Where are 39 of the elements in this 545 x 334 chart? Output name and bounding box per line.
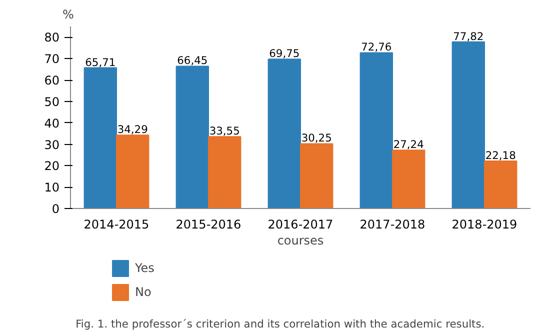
bar bbox=[116, 134, 150, 208]
data-label: 77,82 bbox=[453, 30, 484, 43]
bar bbox=[176, 66, 209, 208]
bar bbox=[300, 143, 334, 208]
y-tick-label: 80 bbox=[44, 30, 60, 45]
bar bbox=[360, 52, 393, 208]
legend-label: Yes bbox=[135, 261, 155, 275]
data-label: 30,25 bbox=[301, 132, 332, 145]
y-axis-title: % bbox=[62, 8, 74, 22]
bar bbox=[452, 41, 485, 208]
data-label: 65,71 bbox=[85, 56, 116, 69]
x-tick-label: 2016-2017 bbox=[268, 218, 334, 232]
data-label: 34,29 bbox=[117, 123, 148, 136]
caption: Fig. 1. the professor´s criterion and its correlation with the academic results. bbox=[76, 318, 485, 330]
bar bbox=[208, 136, 242, 208]
y-tick-label: 20 bbox=[44, 159, 60, 174]
x-tick-label: 2014-2015 bbox=[84, 218, 150, 232]
y-tick-label: 60 bbox=[44, 74, 60, 88]
data-label: 33,55 bbox=[209, 124, 240, 138]
x-tick-label: 2015-2016 bbox=[176, 218, 242, 232]
data-label: 27,24 bbox=[393, 138, 424, 152]
x-tick-label: 2018-2019 bbox=[452, 218, 518, 232]
data-label: 72,76 bbox=[361, 40, 392, 54]
x-axis-title: courses bbox=[277, 234, 324, 248]
x-tick-label: 2017-2018 bbox=[360, 218, 426, 232]
y-tick-label: 70 bbox=[44, 52, 60, 66]
data-label: 22,18 bbox=[485, 149, 516, 162]
y-tick-label: 0 bbox=[52, 202, 60, 216]
data-label: 69,75 bbox=[269, 47, 300, 60]
bar bbox=[84, 67, 117, 208]
legend-label: No bbox=[135, 285, 152, 299]
bar bbox=[392, 150, 426, 208]
y-tick-label: 40 bbox=[44, 116, 60, 130]
bar bbox=[268, 58, 301, 208]
y-tick-label: 10 bbox=[44, 180, 60, 195]
y-tick-label: 30 bbox=[44, 138, 60, 152]
bar bbox=[484, 160, 518, 208]
y-tick-label: 50 bbox=[44, 94, 60, 109]
data-label: 66,45 bbox=[177, 54, 208, 68]
